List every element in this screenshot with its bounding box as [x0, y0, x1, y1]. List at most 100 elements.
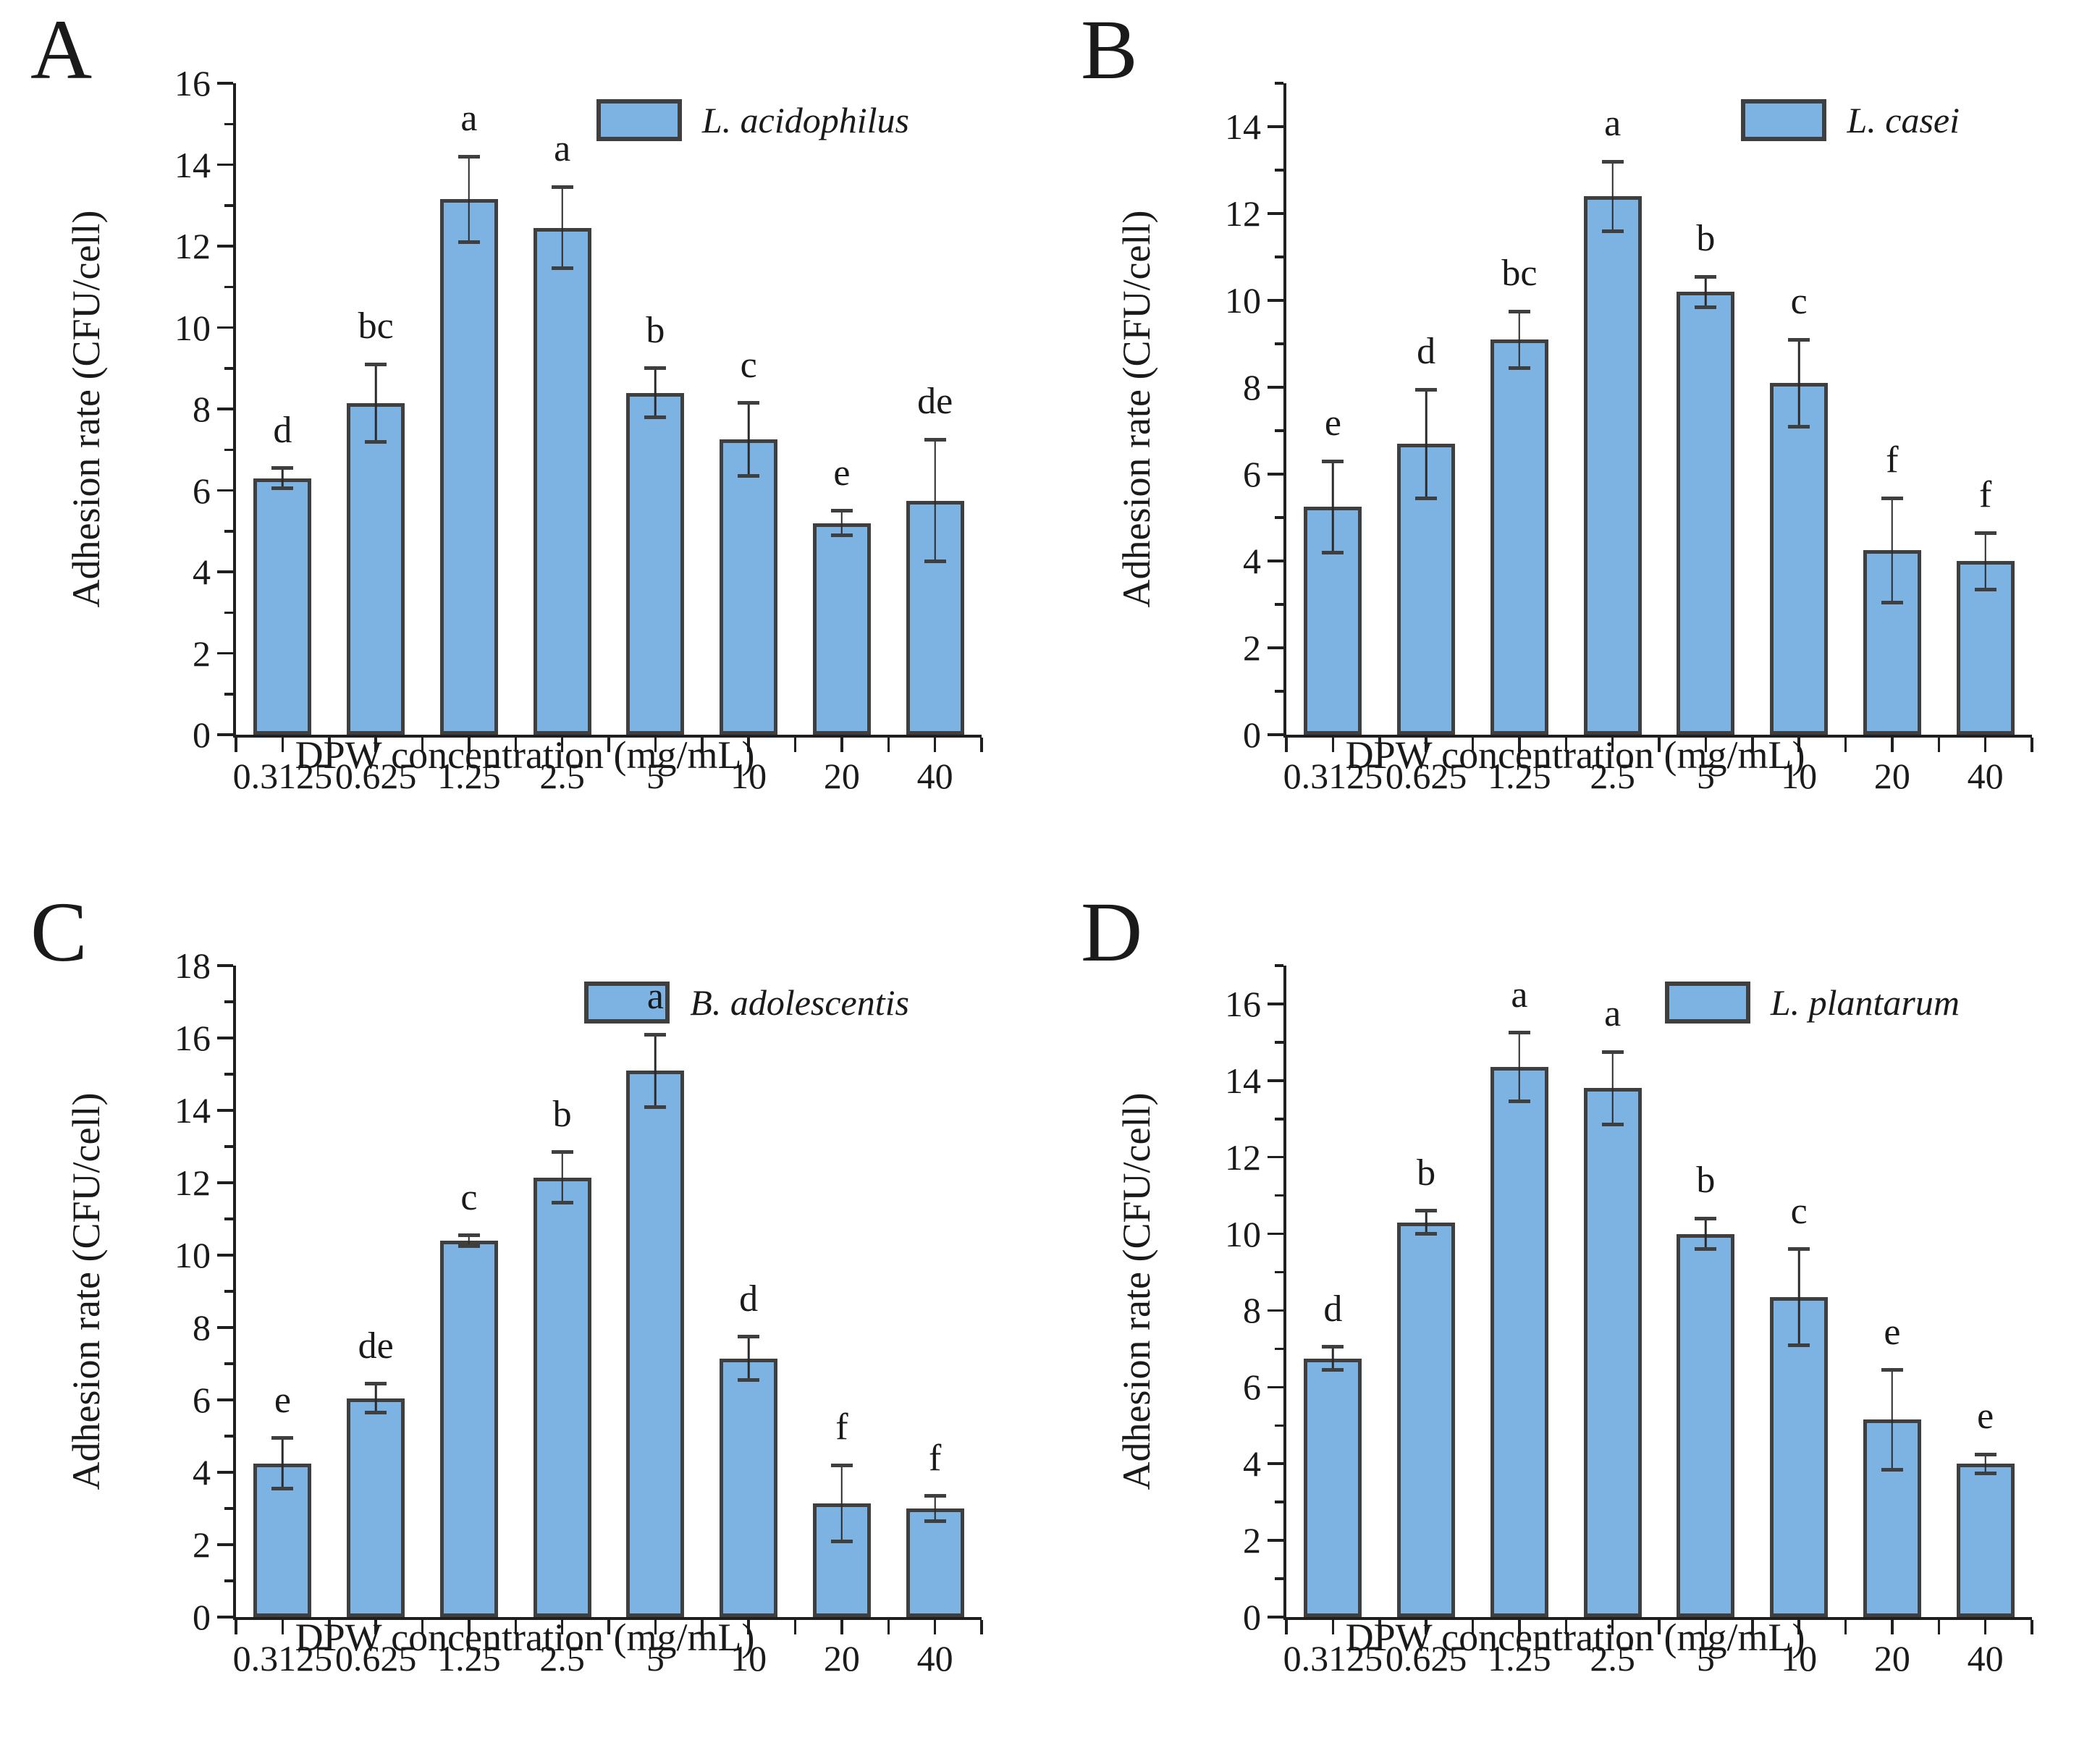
- x-axis-tick: [421, 1620, 424, 1634]
- y-axis-tick-label: 6: [193, 1380, 211, 1420]
- panel-d-letter: D: [1081, 885, 1143, 979]
- significance-letter: c: [740, 344, 757, 386]
- x-axis-tick: [1891, 738, 1894, 752]
- significance-letter: c: [460, 1176, 478, 1218]
- error-bar-cap-bottom: [1508, 366, 1530, 370]
- error-bar: [1332, 461, 1334, 552]
- error-bar: [1705, 1218, 1707, 1249]
- bar-0.3125: [253, 1463, 312, 1617]
- x-axis-tick: [1564, 1620, 1567, 1634]
- significance-letter: e: [274, 1379, 291, 1421]
- bar-20: [812, 523, 871, 735]
- y-axis-tick-label: 10: [1225, 1213, 1261, 1254]
- y-axis-tick-label: 0: [1243, 1597, 1261, 1637]
- y-axis-tick-label: 6: [193, 470, 211, 511]
- x-axis-tick-label: 0.3125: [1283, 1638, 1383, 1679]
- x-axis-tick: [1658, 738, 1661, 752]
- x-axis-tick-label: 0.3125: [1283, 756, 1383, 796]
- significance-letter: f: [1978, 474, 1992, 515]
- bar-2.5: [1583, 196, 1642, 735]
- y-axis-minor-tick: [1275, 1424, 1283, 1427]
- error-bar-cap-bottom: [1415, 496, 1438, 500]
- x-axis-tick: [933, 738, 937, 752]
- error-bar-cap-top: [644, 1032, 667, 1037]
- x-axis-tick-label: 10: [1781, 756, 1818, 796]
- y-axis-tick-label: 0: [193, 1597, 211, 1637]
- error-bar-cap-top: [1508, 1031, 1530, 1035]
- plot-area-d: Adhesion rate (CFU/cell) L. plantarum 0 2…: [1115, 964, 2033, 1679]
- error-bar-cap-top: [365, 362, 387, 366]
- y-axis-minor-tick: [1275, 429, 1283, 432]
- error-bar-cap-bottom: [738, 1378, 760, 1382]
- y-axis-major-tick: [1268, 1079, 1283, 1082]
- x-axis-tick: [514, 738, 517, 752]
- plot-area-c: Adhesion rate (CFU/cell) B. adolescentis…: [64, 945, 983, 1679]
- y-axis-major-tick: [1268, 473, 1283, 476]
- error-bar-cap-top: [365, 1382, 387, 1385]
- x-axis-tick: [374, 1620, 377, 1634]
- x-axis-tick-label: 0.625: [334, 1638, 417, 1679]
- error-bar: [374, 364, 377, 442]
- error-bar-cap-bottom: [1695, 305, 1717, 309]
- significance-letter: e: [1324, 402, 1341, 444]
- x-axis-tick-label: 5: [1696, 1638, 1715, 1679]
- error-bar-cap-bottom: [1601, 229, 1624, 233]
- significance-letter: f: [1886, 439, 1899, 481]
- y-axis-major-tick: [1268, 1309, 1283, 1312]
- x-axis-tick-label: 2.5: [539, 756, 585, 796]
- legend-d: L. plantarum: [1664, 982, 1960, 1024]
- significance-letter: e: [1884, 1311, 1901, 1353]
- error-bar-cap-top: [1974, 531, 1996, 535]
- y-axis-title-a: Adhesion rate (CFU/cell): [64, 210, 108, 608]
- y-axis-tick-label: 6: [1243, 454, 1261, 494]
- x-axis-title-a: DPW concentration (mg/mL): [295, 733, 755, 777]
- error-bar: [1984, 1454, 1986, 1474]
- y-axis-minor-tick: [1275, 1041, 1283, 1044]
- error-bar-cap-top: [1881, 496, 1903, 500]
- y-axis-minor-tick: [224, 122, 233, 125]
- y-axis-minor-tick: [1275, 342, 1283, 345]
- error-bar-cap-bottom: [924, 1519, 946, 1523]
- error-bar-cap-top: [271, 1436, 294, 1440]
- significance-letter: b: [1696, 218, 1716, 259]
- y-axis-minor-tick: [224, 1290, 233, 1293]
- y-axis-tick-label: 2: [1243, 1520, 1261, 1561]
- error-bar-cap-bottom: [551, 1201, 573, 1204]
- y-axis-minor-tick: [1275, 1194, 1283, 1197]
- y-axis-major-tick: [217, 1398, 233, 1401]
- panel-c: C Adhesion rate (CFU/cell) B. adolescent…: [0, 882, 1050, 1764]
- x-axis-tick-label: 40: [1967, 1638, 2004, 1679]
- x-axis-tick: [980, 738, 983, 752]
- significance-letter: bc: [1501, 253, 1538, 294]
- y-axis-minor-tick: [1275, 603, 1283, 606]
- significance-letter: d: [273, 409, 292, 451]
- x-axis-tick: [514, 1620, 517, 1634]
- bar-40: [1956, 1464, 2015, 1617]
- x-axis-tick-label: 1.25: [1488, 756, 1551, 796]
- error-bar-cap-top: [1415, 387, 1438, 392]
- y-axis-tick-label: 4: [193, 552, 211, 592]
- x-axis-tick: [281, 738, 284, 752]
- x-axis-tick: [654, 738, 657, 752]
- y-axis-major-tick: [217, 1326, 233, 1329]
- x-axis-title-c: DPW concentration (mg/mL): [295, 1616, 755, 1659]
- x-axis-tick-label: 1.25: [1488, 1638, 1551, 1679]
- error-bar-cap-top: [1788, 1247, 1810, 1252]
- x-axis-tick: [2031, 1620, 2033, 1634]
- error-bar-cap-bottom: [1974, 1471, 1996, 1475]
- y-axis-tick-label: 14: [174, 144, 211, 185]
- y-axis-minor-tick: [224, 367, 233, 370]
- x-axis-tick: [1844, 1620, 1847, 1634]
- error-bar: [1332, 1346, 1334, 1370]
- x-axis-tick: [887, 1620, 890, 1634]
- bar-40: [906, 1508, 964, 1617]
- x-axis-tick: [1564, 738, 1567, 752]
- y-axis-major-tick: [1268, 125, 1283, 128]
- x-axis-tick: [607, 738, 610, 752]
- error-bar: [654, 368, 657, 418]
- x-axis-tick: [1285, 1620, 1288, 1634]
- error-bar-cap-bottom: [271, 1487, 294, 1490]
- error-bar: [747, 402, 750, 476]
- x-axis-tick: [421, 738, 424, 752]
